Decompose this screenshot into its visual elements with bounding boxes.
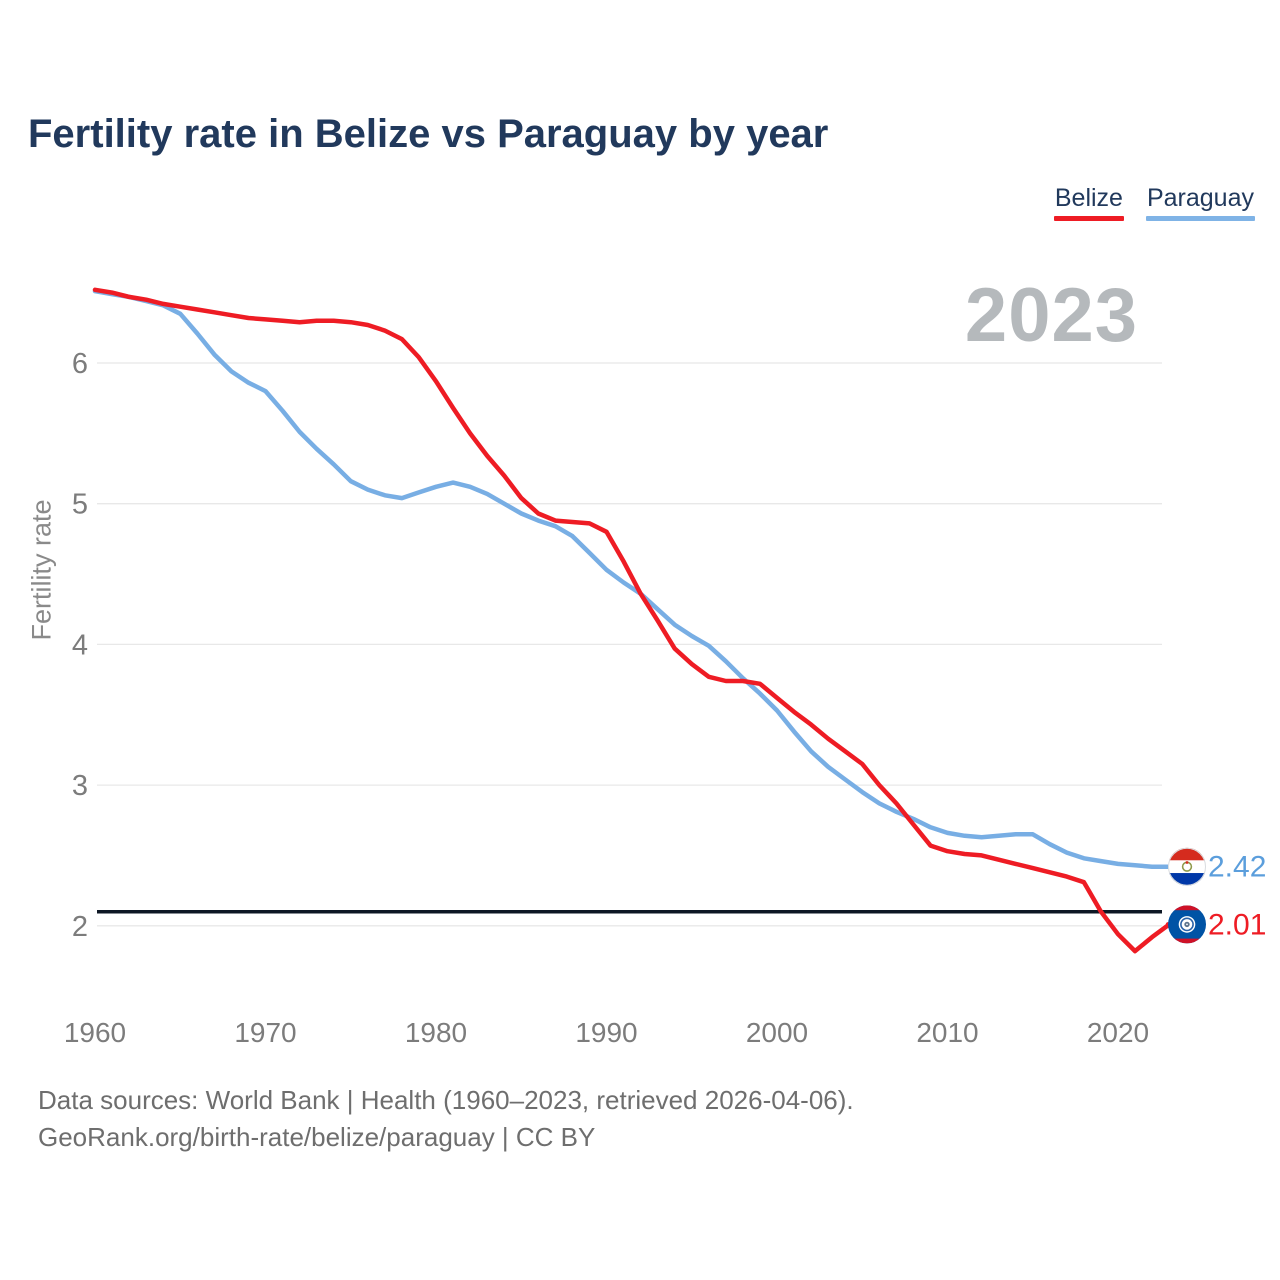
end-value-belize: 2.01 <box>1208 908 1266 941</box>
y-tick-5: 5 <box>72 489 88 521</box>
y-tick-2: 2 <box>72 911 88 943</box>
belize-flag-icon <box>1168 905 1206 944</box>
x-tick-2000: 2000 <box>746 1017 808 1048</box>
end-value-paraguay: 2.42 <box>1208 851 1266 884</box>
legend-swatch-paraguay <box>1145 216 1255 221</box>
data-source-note: Data sources: World Bank | Health (1960–… <box>38 1082 854 1156</box>
x-tick-1970: 1970 <box>234 1017 296 1048</box>
y-tick-4: 4 <box>72 629 88 661</box>
x-tick-1960: 1960 <box>64 1017 126 1048</box>
y-tick-6: 6 <box>72 348 88 380</box>
source-line-1: Data sources: World Bank | Health (1960–… <box>38 1085 854 1115</box>
legend-item-belize[interactable]: Belize <box>1053 184 1124 221</box>
year-watermark: 2023 <box>964 273 1138 358</box>
y-tick-3: 3 <box>72 770 88 802</box>
x-tick-1990: 1990 <box>575 1017 637 1048</box>
page-title: Fertility rate in Belize vs Paraguay by … <box>28 112 829 156</box>
legend-item-paraguay[interactable]: Paraguay <box>1145 184 1255 221</box>
x-tick-2020: 2020 <box>1087 1017 1149 1048</box>
legend: Belize Paraguay <box>1053 184 1255 221</box>
legend-swatch-belize <box>1053 216 1124 221</box>
series-line-belize <box>92 287 1172 954</box>
legend-label-paraguay: Paraguay <box>1146 184 1254 212</box>
x-tick-2010: 2010 <box>916 1017 978 1048</box>
x-tick-1980: 1980 <box>405 1017 467 1048</box>
legend-label-belize: Belize <box>1054 184 1123 212</box>
source-line-2: GeoRank.org/birth-rate/belize/paraguay |… <box>38 1122 596 1152</box>
